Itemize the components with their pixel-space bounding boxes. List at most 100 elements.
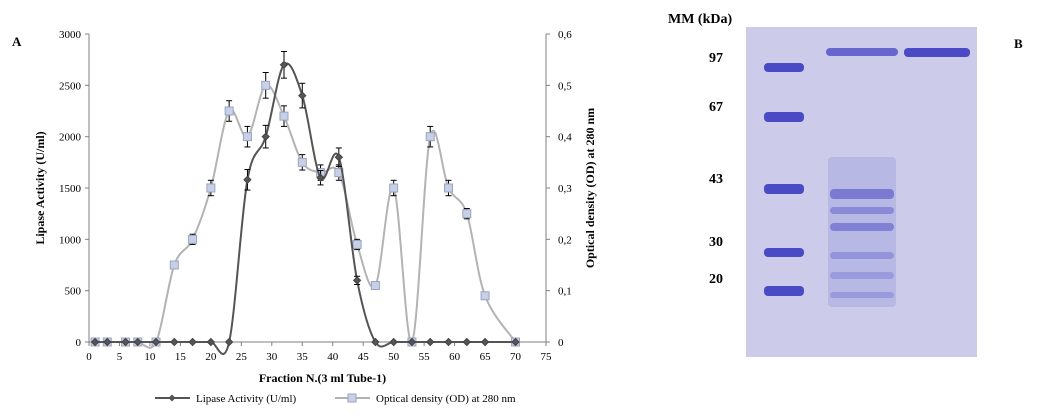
sample-band — [826, 48, 898, 56]
y-left-tick-label: 500 — [65, 286, 82, 298]
sds-page-panel: MM (kDa) 97 67 43 30 20 B — [668, 12, 1038, 412]
od-point — [352, 239, 362, 249]
lipase-point — [316, 173, 325, 182]
y-left-tick-label: 3000 — [59, 29, 82, 41]
y-right-axis-label: Optical density (OD) at 280 nm — [583, 108, 597, 268]
y-right-tick-label: 0 — [558, 337, 564, 349]
y-left-tick-label: 1000 — [59, 234, 82, 246]
sample-band — [830, 207, 894, 214]
x-tick-label: 5 — [117, 351, 123, 363]
legend-marker-lipase — [168, 394, 176, 402]
od-point — [224, 106, 234, 116]
sample-band — [830, 252, 894, 259]
od-point — [188, 234, 198, 244]
x-tick-label: 45 — [358, 351, 370, 363]
x-tick-label: 40 — [327, 351, 339, 363]
legend-marker-od — [347, 393, 357, 403]
lipase-point — [90, 337, 100, 347]
y-right-tick-label: 0,5 — [558, 80, 572, 92]
x-tick-label: 55 — [419, 351, 431, 363]
lipase-point — [462, 337, 471, 347]
lipase-point — [511, 337, 520, 347]
x-tick-label: 25 — [236, 351, 248, 363]
legend-label-od: Optical density (OD) at 280 nm — [376, 393, 516, 405]
x-tick-label: 35 — [297, 351, 309, 363]
sample-band — [830, 272, 894, 279]
y-left-tick-label: 2500 — [59, 80, 82, 92]
legend-label-lipase: Lipase Activity (U/ml) — [196, 393, 297, 405]
y-right-tick-label: 0,6 — [558, 29, 572, 41]
x-tick-label: 70 — [510, 351, 522, 363]
marker-band — [764, 112, 804, 122]
lipase-point — [151, 337, 161, 347]
y-left-tick-label: 2000 — [59, 132, 82, 144]
marker-band — [764, 184, 804, 194]
sample-band — [830, 292, 894, 298]
marker-label-30: 30 — [709, 235, 723, 250]
y-left-axis-label: Lipase Activity (U/ml) — [33, 131, 47, 244]
y-right-tick-label: 0,3 — [558, 183, 572, 195]
x-tick-label: 20 — [205, 351, 217, 363]
lipase-point — [121, 337, 130, 347]
lipase-point — [371, 337, 380, 347]
lipase-point — [170, 337, 179, 347]
od-point — [462, 209, 472, 219]
x-tick-label: 65 — [480, 351, 492, 363]
lipase-point — [334, 152, 344, 162]
x-tick-label: 75 — [541, 351, 553, 363]
marker-label-67: 67 — [709, 100, 723, 115]
lipase-point — [389, 337, 398, 347]
lipase-point — [426, 337, 435, 347]
od-point — [169, 260, 179, 270]
od-point — [242, 132, 252, 142]
gel-mm-title: MM (kDa) — [668, 12, 733, 27]
series-line-od — [95, 84, 517, 349]
x-tick-label: 50 — [388, 351, 400, 363]
marker-band — [764, 63, 804, 72]
lipase-point — [206, 337, 216, 347]
od-point — [370, 281, 380, 291]
y-right-tick-label: 0,4 — [558, 132, 572, 144]
lipase-point — [243, 175, 252, 184]
od-point — [425, 132, 435, 142]
y-right-tick-label: 0,2 — [558, 234, 572, 246]
od-point — [206, 183, 216, 193]
lipase-point — [352, 276, 362, 285]
marker-label-43: 43 — [709, 172, 723, 187]
x-tick-label: 60 — [449, 351, 461, 363]
y-left-tick-label: 0 — [76, 337, 82, 349]
panel-label-a: A — [12, 34, 22, 49]
lipase-point — [224, 337, 234, 347]
lipase-point — [279, 60, 289, 70]
lipase-point — [480, 337, 490, 347]
elution-chart: 05001000150020002500300000,10,20,30,40,5… — [33, 29, 597, 405]
marker-band — [764, 286, 804, 296]
lipase-point — [103, 337, 112, 347]
lipase-point — [133, 337, 142, 347]
marker-band — [764, 248, 804, 257]
lipase-point — [261, 132, 270, 141]
y-right-tick-label: 0,1 — [558, 286, 572, 298]
x-tick-label: 15 — [175, 351, 187, 363]
lipase-point — [188, 337, 197, 347]
od-point — [279, 111, 289, 121]
sample-band — [830, 189, 894, 199]
sample-smear — [828, 157, 896, 307]
x-tick-label: 0 — [86, 351, 92, 363]
marker-label-97: 97 — [709, 51, 723, 66]
od-point — [444, 183, 454, 193]
marker-label-20: 20 — [709, 272, 723, 287]
lipase-point — [407, 337, 417, 347]
od-point — [261, 80, 271, 90]
panel-label-b: B — [1014, 36, 1023, 51]
x-tick-label: 30 — [266, 351, 278, 363]
purified-band — [904, 48, 970, 57]
od-point — [480, 291, 490, 301]
lipase-point — [444, 337, 453, 347]
y-left-tick-label: 1500 — [59, 183, 82, 195]
od-point — [389, 183, 399, 193]
od-point — [297, 157, 307, 167]
sample-band — [830, 223, 894, 231]
gel-image — [746, 27, 977, 357]
series-line-lipase — [95, 62, 516, 355]
